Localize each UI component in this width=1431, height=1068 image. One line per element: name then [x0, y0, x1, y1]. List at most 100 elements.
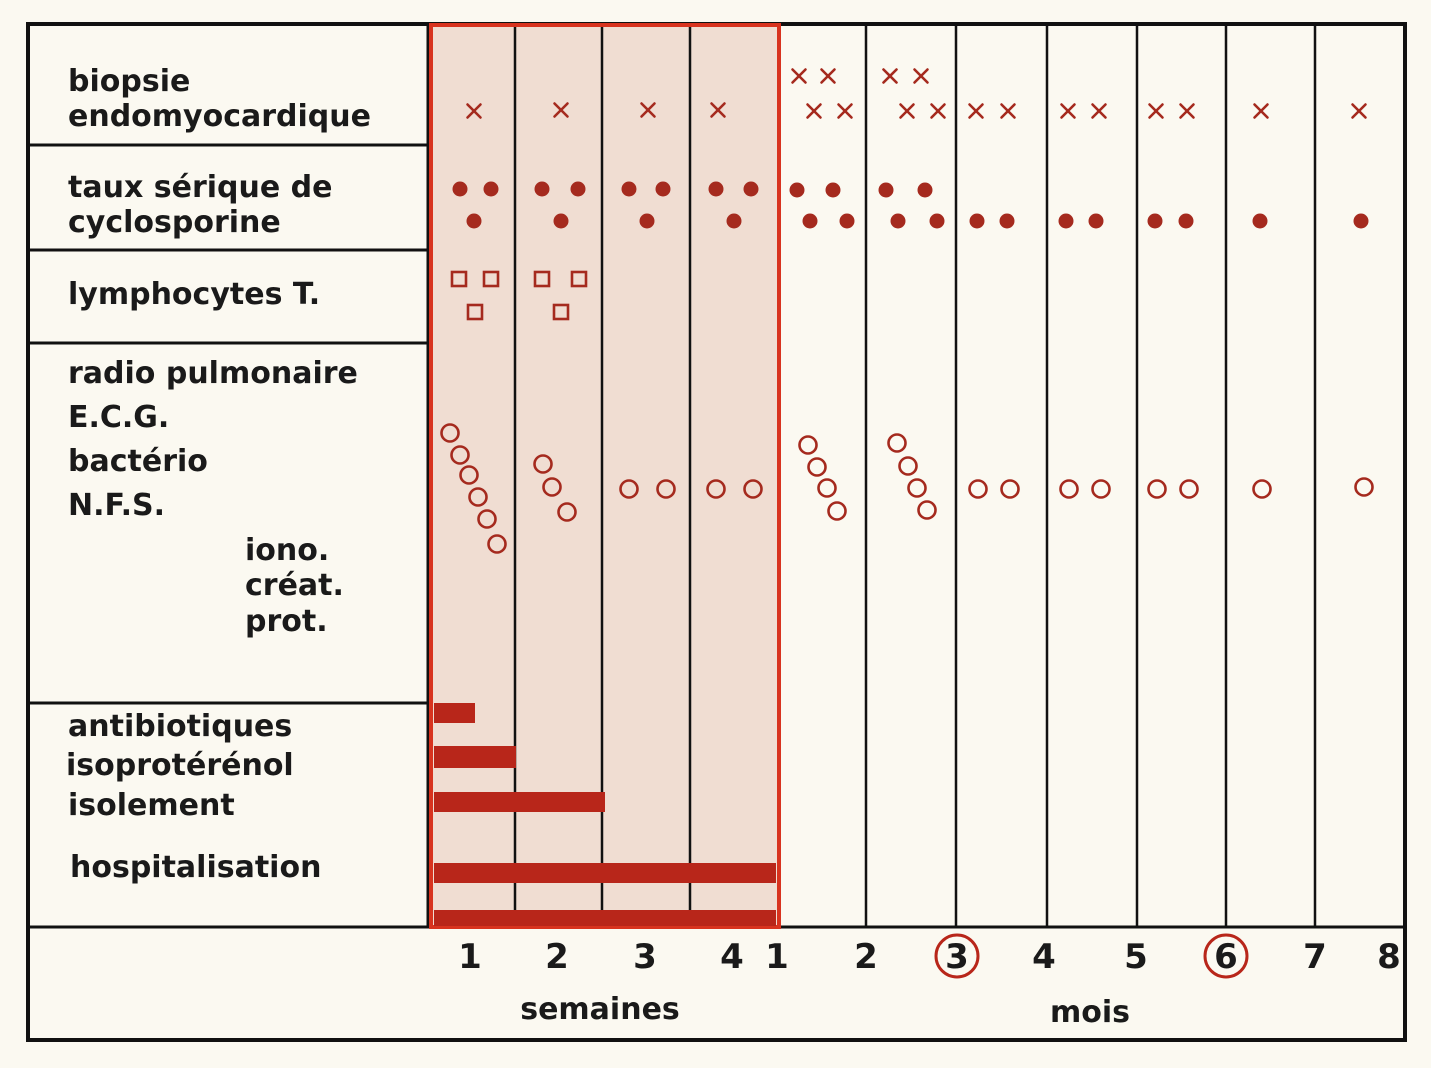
exam-ring-icon — [656, 479, 676, 499]
week-tick-2: 2 — [545, 937, 569, 977]
cyclosporine-dot-icon — [917, 182, 933, 198]
label-bacterio: bactério — [68, 444, 208, 479]
first-month-zone — [430, 24, 779, 927]
exam-ring-icon — [887, 433, 907, 453]
lymphocyte-square-icon — [482, 270, 500, 288]
biopsy-cross-icon — [1351, 103, 1367, 119]
cyclosporine-dot-icon — [570, 181, 586, 197]
label-ecg: E.C.G. — [68, 400, 169, 435]
month-tick-4: 4 — [1032, 937, 1056, 977]
cyclosporine-dot-icon — [655, 181, 671, 197]
lymphocyte-square-icon — [450, 270, 468, 288]
exam-ring-icon — [487, 534, 507, 554]
exam-ring-icon — [706, 479, 726, 499]
label-endomyocardique: endomyocardique — [68, 99, 371, 134]
weeks-label: semaines — [520, 992, 680, 1027]
cyclosporine-dot-icon — [483, 181, 499, 197]
exam-ring-icon — [1059, 479, 1079, 499]
exam-ring-icon — [1354, 477, 1374, 497]
exam-ring-icon — [1000, 479, 1020, 499]
cyclosporine-dot-icon — [452, 181, 468, 197]
label-nfs: N.F.S. — [68, 488, 165, 523]
axis-unit-labels: semaines mois — [520, 992, 1130, 1030]
biopsy-cross-icon — [882, 68, 898, 84]
month-tick-5: 5 — [1124, 937, 1148, 977]
biopsy-cross-icon — [820, 68, 836, 84]
exam-ring-icon — [459, 465, 479, 485]
label-radio-pulmonaire: radio pulmonaire — [68, 356, 358, 391]
data-markers — [440, 68, 1374, 554]
label-creat: créat. — [245, 568, 344, 603]
exam-ring-icon — [477, 509, 497, 529]
cyclosporine-dot-icon — [534, 181, 550, 197]
biopsy-cross-icon — [968, 103, 984, 119]
exam-ring-icon — [533, 454, 553, 474]
exam-ring-icon — [917, 500, 937, 520]
cyclosporine-dot-icon — [999, 213, 1015, 229]
cyclosporine-dot-icon — [878, 182, 894, 198]
lymphocyte-square-icon — [466, 303, 484, 321]
cyclosporine-dot-icon — [1147, 213, 1163, 229]
biopsy-cross-icon — [913, 68, 929, 84]
exam-ring-icon — [557, 502, 577, 522]
exam-ring-icon — [619, 479, 639, 499]
cyclosporine-dot-icon — [726, 213, 742, 229]
exam-ring-icon — [907, 478, 927, 498]
exam-ring-icon — [1091, 479, 1111, 499]
row-labels: biopsie endomyocardique taux sérique de … — [66, 64, 371, 885]
cyclosporine-dot-icon — [789, 182, 805, 198]
exam-ring-icon — [827, 501, 847, 521]
bar-isoproterenol — [434, 746, 516, 768]
label-iono: iono. — [245, 533, 329, 568]
biopsy-cross-icon — [1179, 103, 1195, 119]
exam-ring-icon — [468, 487, 488, 507]
biopsy-cross-icon — [1253, 103, 1269, 119]
biopsy-cross-icon — [640, 102, 656, 118]
bar-isolement — [434, 792, 605, 812]
label-antibiotiques: antibiotiques — [68, 709, 292, 744]
exam-ring-icon — [807, 457, 827, 477]
lymphocyte-square-icon — [552, 303, 570, 321]
month-tick-1: 1 — [765, 937, 789, 977]
exam-ring-icon — [1147, 479, 1167, 499]
biopsy-cross-icon — [1148, 103, 1164, 119]
week-tick-1: 1 — [458, 937, 482, 977]
label-prot: prot. — [245, 604, 328, 639]
label-hospitalisation: hospitalisation — [70, 850, 321, 885]
cyclosporine-dot-icon — [1353, 213, 1369, 229]
label-biopsie: biopsie — [68, 64, 190, 99]
bar-antibiotiques — [434, 703, 475, 723]
month-tick-6: 6 — [1214, 937, 1238, 977]
exam-ring-icon — [1179, 479, 1199, 499]
week-tick-3: 3 — [633, 937, 657, 977]
bar-hospitalisation — [434, 863, 776, 883]
month-tick-3: 3 — [945, 937, 969, 977]
month-6-circle — [1203, 933, 1249, 979]
cyclosporine-dot-icon — [466, 213, 482, 229]
biopsy-cross-icon — [1000, 103, 1016, 119]
cyclosporine-dot-icon — [839, 213, 855, 229]
bar-bottom — [434, 910, 776, 926]
lymphocyte-square-icon — [570, 270, 588, 288]
column-dividers — [513, 24, 1317, 927]
cyclosporine-dot-icon — [1252, 213, 1268, 229]
biopsy-cross-icon — [899, 103, 915, 119]
cyclosporine-dot-icon — [1178, 213, 1194, 229]
biopsy-cross-icon — [553, 102, 569, 118]
cyclosporine-dot-icon — [621, 181, 637, 197]
label-taux-serique: taux sérique de — [68, 170, 332, 205]
label-lymphocytes: lymphocytes T. — [68, 277, 320, 312]
month-tick-7: 7 — [1303, 937, 1327, 977]
circled-month-markers — [934, 933, 1249, 979]
biopsy-cross-icon — [806, 103, 822, 119]
exam-ring-icon — [743, 479, 763, 499]
exam-ring-icon — [450, 445, 470, 465]
biopsy-cross-icon — [1060, 103, 1076, 119]
exam-ring-icon — [1252, 479, 1272, 499]
exam-ring-icon — [440, 423, 460, 443]
biopsy-cross-icon — [791, 68, 807, 84]
first-month-border — [429, 23, 781, 929]
label-cyclosporine: cyclosporine — [68, 205, 281, 240]
cyclosporine-dot-icon — [802, 213, 818, 229]
